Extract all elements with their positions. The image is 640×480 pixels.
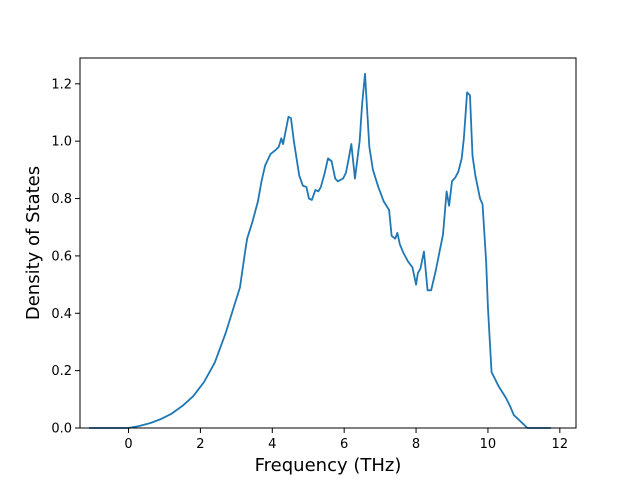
- y-tick-label: 0.4: [51, 307, 72, 322]
- x-tick-label: 0: [124, 437, 132, 452]
- dos-series-line-0: [88, 72, 551, 429]
- x-tick-label: 6: [340, 437, 348, 452]
- y-tick-label: 0.8: [51, 192, 72, 207]
- y-tick-label: 0.6: [51, 249, 72, 264]
- y-tick-label: 1.0: [51, 135, 72, 150]
- series-layer: [88, 72, 551, 429]
- x-tick-label: 12: [552, 437, 569, 452]
- x-axis-label: Frequency (THz): [255, 455, 402, 476]
- x-axis-ticks: 0 2 4 6 8 10 12: [124, 428, 568, 452]
- y-tick-label: 1.2: [51, 77, 72, 92]
- x-tick-label: 8: [412, 437, 420, 452]
- x-tick-label: 10: [480, 437, 497, 452]
- y-axis-ticks: 0.0 0.2 0.4 0.6 0.8 1.0 1.2: [51, 77, 80, 437]
- y-tick-label: 0.0: [51, 422, 72, 437]
- plot-area: [80, 58, 576, 428]
- x-tick-label: 4: [268, 437, 276, 452]
- x-tick-label: 2: [196, 437, 204, 452]
- y-axis-label: Density of States: [23, 166, 44, 320]
- plot-frame: [79, 57, 577, 429]
- y-tick-label: 0.2: [51, 364, 72, 379]
